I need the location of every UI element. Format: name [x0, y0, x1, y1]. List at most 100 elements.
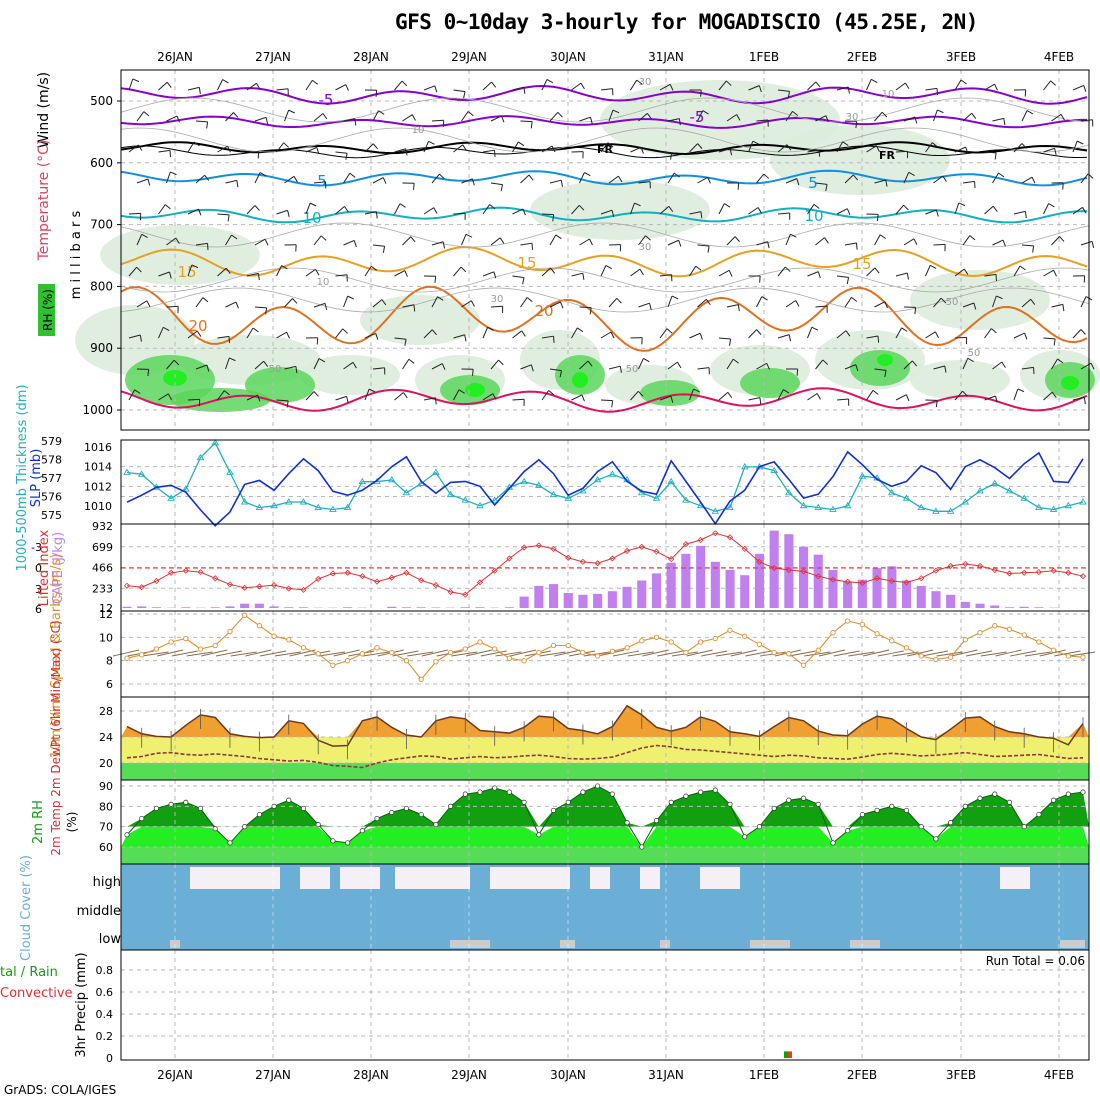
wind-barb-flag [930, 264, 937, 269]
wind-barb-shaft [166, 171, 171, 184]
wind-barb-flag [666, 328, 673, 334]
wind-barb-10m [480, 650, 507, 657]
wind-barb [1072, 275, 1086, 283]
wind-barb-shaft [874, 234, 881, 246]
wind-barb-shaft [335, 151, 348, 154]
wind-barb-flag [787, 91, 791, 99]
wind-barb-shaft [925, 331, 936, 339]
wind-barb [394, 148, 408, 156]
rh-point [286, 797, 292, 803]
wind-barb-flag [1053, 338, 1056, 346]
wind-barb-flag [974, 181, 976, 189]
wind-barb-shaft [844, 174, 854, 184]
wind-barb [1043, 391, 1057, 401]
wind-barb-flag [992, 205, 998, 212]
wind-barb [187, 208, 202, 216]
temperature-contour-label: 5 [317, 172, 327, 190]
wind-barb-flag [548, 390, 555, 396]
wind-barb [608, 175, 623, 184]
wind-barb-shaft [689, 89, 702, 91]
wind-barb [638, 302, 652, 310]
wind-barb [579, 360, 593, 370]
wind-barb-flag [1054, 148, 1057, 156]
profile-y-tick-label: 1000 [82, 403, 113, 417]
wind-barb [718, 80, 732, 91]
wind-barb-shaft [343, 172, 351, 184]
rh-point [256, 811, 262, 818]
wind-barb [364, 388, 376, 401]
cape-bar [990, 605, 1000, 608]
wind-barb-flag [411, 114, 416, 121]
wind-barb-shaft [756, 362, 767, 370]
temperature-contour [120, 206, 1087, 224]
wind-barb [1021, 110, 1034, 122]
wind-speed-point [889, 638, 895, 644]
wind-barb-shaft [128, 78, 134, 91]
wind-barb-flag [1083, 397, 1086, 405]
wind-barb-flag [316, 147, 320, 154]
wind-barb-shaft [600, 88, 613, 91]
wind-barb-flag [817, 271, 821, 279]
bottom-date-label: 30JAN [550, 1068, 586, 1082]
wind-barb-shaft [571, 272, 583, 277]
wind-barb [549, 179, 563, 187]
wind-barb-shaft [756, 296, 763, 308]
wind-barb-flag [913, 238, 918, 246]
wind-barb-flag [434, 85, 438, 93]
wind-barb-flag [458, 389, 465, 394]
cape-bar [549, 584, 559, 608]
wind-barb-flag [611, 210, 615, 217]
rh-point [668, 799, 674, 805]
wind-barb-shaft [895, 327, 903, 339]
wind-barb-flag [530, 364, 534, 372]
wind-barb-flag [877, 335, 880, 343]
rh-band-low [121, 847, 1089, 864]
wind-barb-10m [848, 651, 875, 657]
wind-barb [461, 178, 475, 186]
wind-barb [954, 146, 969, 154]
wind-barb [423, 275, 437, 283]
wind-barb-flag [1001, 361, 1006, 368]
rh-point [933, 836, 939, 842]
wind-barb-flag [942, 175, 947, 182]
wind-speed-point [712, 635, 718, 642]
wind-barb-flag [227, 145, 231, 153]
wind-barb-shaft [541, 79, 548, 91]
wind-barb-shaft [490, 115, 502, 122]
precip-tick-label: 0.8 [96, 964, 114, 977]
wind-barb-flag [589, 238, 593, 246]
wind-barb [895, 394, 910, 402]
wind-barb [128, 334, 142, 342]
wind-barb [541, 213, 555, 222]
wind-barb-flag [581, 394, 585, 402]
wind-barb-shaft [343, 118, 356, 122]
thickness-point [1064, 501, 1073, 509]
rh-line [126, 785, 1084, 848]
lifted-index-tick-label: 3 [35, 583, 42, 596]
wind-barb-shaft [276, 265, 283, 277]
cape-bar [151, 607, 161, 608]
rh-high-region [740, 368, 800, 398]
wind-speed-point [742, 633, 748, 639]
wind-tick-label: 8 [106, 655, 113, 668]
lifted-index-point [300, 586, 307, 593]
wind-barb-shaft [520, 242, 533, 246]
wind-barb [225, 179, 239, 188]
wind-barb-flag [1090, 362, 1095, 370]
wind-barb-shaft [490, 182, 503, 186]
wind-barb-shaft [962, 302, 975, 308]
wind-barb-shaft [158, 149, 171, 153]
bottom-date-label: 3FEB [946, 1068, 976, 1082]
wind-barb-shaft [394, 148, 406, 153]
rh-contour-label: 50 [968, 348, 981, 359]
wind-barb-shaft [954, 268, 965, 277]
lifted-index-point [594, 560, 601, 567]
wind-barb [394, 270, 408, 277]
wind-barb-shaft [461, 234, 467, 246]
lifted-index-point [962, 560, 969, 567]
wind-barb-shaft [777, 89, 790, 92]
wind-barb-shaft [992, 117, 1004, 122]
rh-shade-region [910, 270, 1050, 330]
wind-barb-shaft [423, 397, 436, 401]
rh-axis-title: 2m RH [31, 800, 46, 844]
